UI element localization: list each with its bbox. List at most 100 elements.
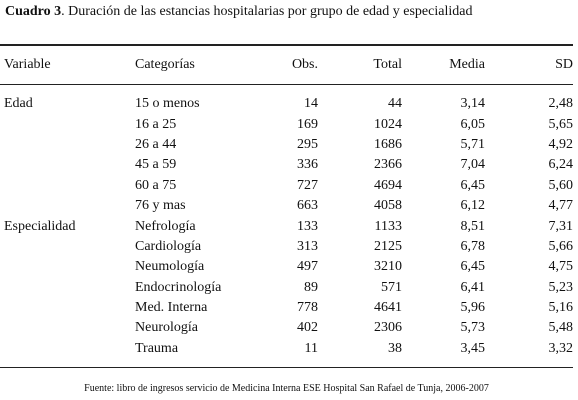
table-row: Neumología 497 3210 6,45 4,75 (0, 257, 573, 277)
cell-sd: 5,60 (548, 177, 574, 193)
cell-media: 6,12 (460, 198, 486, 214)
cell-total: 3210 (374, 259, 402, 275)
cell-category: 76 y mas (135, 198, 186, 214)
cell-media: 6,45 (460, 177, 486, 193)
cell-category: Neurología (135, 320, 198, 336)
header-obs: Obs. (291, 57, 318, 73)
table-row: 60 a 75 727 4694 6,45 5,60 (0, 176, 573, 196)
cell-media: 7,04 (460, 157, 486, 173)
cell-total: 1024 (374, 116, 402, 132)
cell-variable (0, 318, 135, 338)
cell-sd: 5,66 (548, 238, 574, 254)
cell-media: 5,71 (460, 136, 486, 152)
cell-obs: 778 (297, 300, 318, 316)
cell-category: 45 a 59 (135, 157, 177, 173)
table-row: Trauma 11 38 3,45 3,32 (0, 339, 573, 359)
table-row: Cardiología 313 2125 6,78 5,66 (0, 237, 573, 257)
cell-sd: 3,32 (548, 340, 574, 356)
cell-total: 4641 (374, 300, 402, 316)
cell-obs: 663 (297, 198, 318, 214)
cell-sd: 4,75 (548, 259, 574, 275)
table-row: 45 a 59 336 2366 7,04 6,24 (0, 155, 573, 175)
cell-total: 4694 (374, 177, 402, 193)
cell-variable (0, 339, 135, 359)
table-row: 16 a 25 169 1024 6,05 5,65 (0, 114, 573, 134)
cell-media: 3,45 (460, 340, 486, 356)
cell-variable (0, 196, 135, 216)
source-note: Fuente: libro de ingresos servicio de Me… (84, 383, 489, 394)
cell-sd: 5,65 (548, 116, 574, 132)
cell-variable (0, 278, 135, 298)
cell-total: 44 (388, 96, 402, 112)
top-rule (0, 44, 573, 46)
cell-total: 571 (381, 279, 402, 295)
caption-text: . Duración de las estancias hospitalaria… (61, 4, 473, 19)
cell-category: 26 a 44 (135, 136, 177, 152)
cell-category: Endocrinología (135, 279, 222, 295)
cell-sd: 2,48 (548, 96, 574, 112)
cell-sd: 7,31 (548, 218, 574, 234)
table-body: Edad 15 o menos 14 44 3,14 2,48 16 a 25 169 1024… (0, 94, 573, 359)
table-row: Endocrinología 89 571 6,41 5,23 (0, 278, 573, 298)
cell-total: 1686 (374, 136, 402, 152)
cell-category: Neumología (135, 259, 205, 275)
cell-total: 1133 (374, 218, 402, 234)
cell-category: Med. Interna (135, 300, 208, 316)
cell-sd: 5,48 (548, 320, 574, 336)
cell-sd: 5,16 (548, 300, 574, 316)
caption-lead: Cuadro 3 (5, 4, 62, 19)
cell-obs: 402 (297, 320, 318, 336)
table-row: 26 a 44 295 1686 5,71 4,92 (0, 135, 573, 155)
table-row: Med. Interna 778 4641 5,96 5,16 (0, 298, 573, 318)
cell-category: 16 a 25 (135, 116, 177, 132)
cell-category: 15 o menos (135, 96, 200, 112)
cell-media: 6,78 (460, 238, 486, 254)
cell-total: 2125 (374, 238, 402, 254)
header-sd: SD (555, 57, 573, 73)
header-variable: Variable (4, 57, 51, 73)
cell-variable (0, 155, 135, 175)
cell-total: 2306 (374, 320, 402, 336)
cell-obs: 14 (304, 96, 318, 112)
cell-media: 3,14 (460, 96, 486, 112)
cell-variable (0, 176, 135, 196)
cell-variable: Edad (4, 96, 33, 112)
header-rule (0, 84, 573, 85)
cell-total: 2366 (374, 157, 402, 173)
cell-category: 60 a 75 (135, 177, 177, 193)
cell-total: 38 (388, 340, 402, 356)
cell-media: 5,96 (460, 300, 486, 316)
cell-media: 6,41 (460, 279, 486, 295)
header-categorias: Categorías (135, 57, 195, 73)
cell-media: 8,51 (460, 218, 486, 234)
cell-variable (0, 114, 135, 134)
cell-category: Cardiología (135, 238, 202, 254)
cell-obs: 497 (297, 259, 318, 275)
cell-variable (0, 237, 135, 257)
cell-media: 6,45 (460, 259, 486, 275)
cell-sd: 6,24 (548, 157, 574, 173)
cell-total: 4058 (374, 198, 402, 214)
table-caption: Cuadro 3. Duración de las estancias hosp… (5, 4, 472, 20)
header-media: Media (449, 57, 485, 73)
cell-category: Trauma (135, 340, 179, 356)
cell-obs: 11 (304, 340, 318, 356)
data-table: Edad 15 o menos 14 44 3,14 2,48 16 a 25 169 1024… (0, 94, 573, 359)
cell-obs: 295 (297, 136, 318, 152)
cell-media: 5,73 (460, 320, 486, 336)
cell-obs: 313 (297, 238, 318, 254)
cell-obs: 169 (297, 116, 318, 132)
cell-obs: 336 (297, 157, 318, 173)
table-row: Edad 15 o menos 14 44 3,14 2,48 (0, 94, 573, 114)
cell-variable (0, 298, 135, 318)
bottom-rule (0, 367, 573, 368)
table-row: Neurología 402 2306 5,73 5,48 (0, 318, 573, 338)
cell-obs: 727 (297, 177, 318, 193)
cell-sd: 4,77 (548, 198, 574, 214)
cell-variable (0, 135, 135, 155)
table-row: Especialidad Nefrología 133 1133 8,51 7,31 (0, 216, 573, 236)
header-total: Total (373, 57, 402, 73)
cell-obs: 133 (297, 218, 318, 234)
cell-sd: 5,23 (548, 279, 574, 295)
cell-sd: 4,92 (548, 136, 574, 152)
